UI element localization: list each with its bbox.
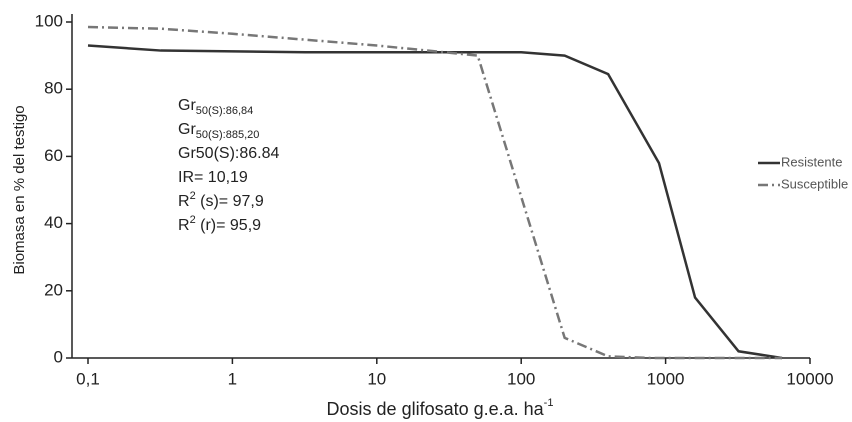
y-axis-label: Biomasa en % del testigo bbox=[11, 105, 28, 274]
x-axis-label-text: Dosis de glifosato g.e.a. ha bbox=[327, 399, 545, 419]
y-tick-label: 0 bbox=[54, 347, 63, 366]
annotation-sup: 2 bbox=[190, 214, 196, 226]
series-line bbox=[87, 25, 783, 360]
annotation-rest: (r)= 95,9 bbox=[196, 217, 261, 234]
annotation: Gr50(S):86,84 bbox=[178, 97, 253, 117]
x-tick-label: 1 bbox=[228, 369, 237, 388]
annotation: Gr50(S):86.84 bbox=[178, 145, 279, 162]
legend-label: Resistente bbox=[781, 154, 842, 169]
x-axis-label-sup: -1 bbox=[544, 397, 554, 409]
annotation-text: R bbox=[178, 217, 190, 234]
x-tick-label: 1000 bbox=[647, 369, 685, 388]
legend-label: Susceptible bbox=[781, 176, 848, 191]
series-line bbox=[87, 44, 783, 360]
annotation-text: Gr bbox=[178, 121, 196, 138]
x-axis-label: Dosis de glifosato g.e.a. ha-1 bbox=[327, 397, 554, 419]
annotation-rest: (s)= 97,9 bbox=[196, 193, 264, 210]
y-tick-label: 80 bbox=[44, 79, 63, 98]
y-tick-label: 100 bbox=[35, 11, 63, 30]
annotation-sub: 50(S):86,84 bbox=[196, 105, 253, 117]
annotation-sub: 50(S):885,20 bbox=[196, 129, 260, 141]
annotation-text: Gr50(S):86.84 bbox=[178, 145, 279, 162]
annotation: IR= 10,19 bbox=[178, 169, 248, 186]
y-tick-label: 40 bbox=[44, 213, 63, 232]
annotation: R2 (r)= 95,9 bbox=[178, 214, 261, 234]
y-tick-label: 60 bbox=[44, 146, 63, 165]
annotation-text: Gr bbox=[178, 97, 196, 114]
annotation: Gr50(S):885,20 bbox=[178, 121, 259, 141]
annotation: R2 (s)= 97,9 bbox=[178, 190, 264, 210]
annotation-text: IR= 10,19 bbox=[178, 169, 248, 186]
y-tick-label: 20 bbox=[44, 280, 63, 299]
annotation-text: R bbox=[178, 193, 190, 210]
annotation-sup: 2 bbox=[190, 190, 196, 202]
x-tick-label: 100 bbox=[507, 369, 535, 388]
x-tick-label: 0,1 bbox=[76, 369, 100, 388]
x-tick-label: 10000 bbox=[786, 369, 833, 388]
x-tick-label: 10 bbox=[367, 369, 386, 388]
